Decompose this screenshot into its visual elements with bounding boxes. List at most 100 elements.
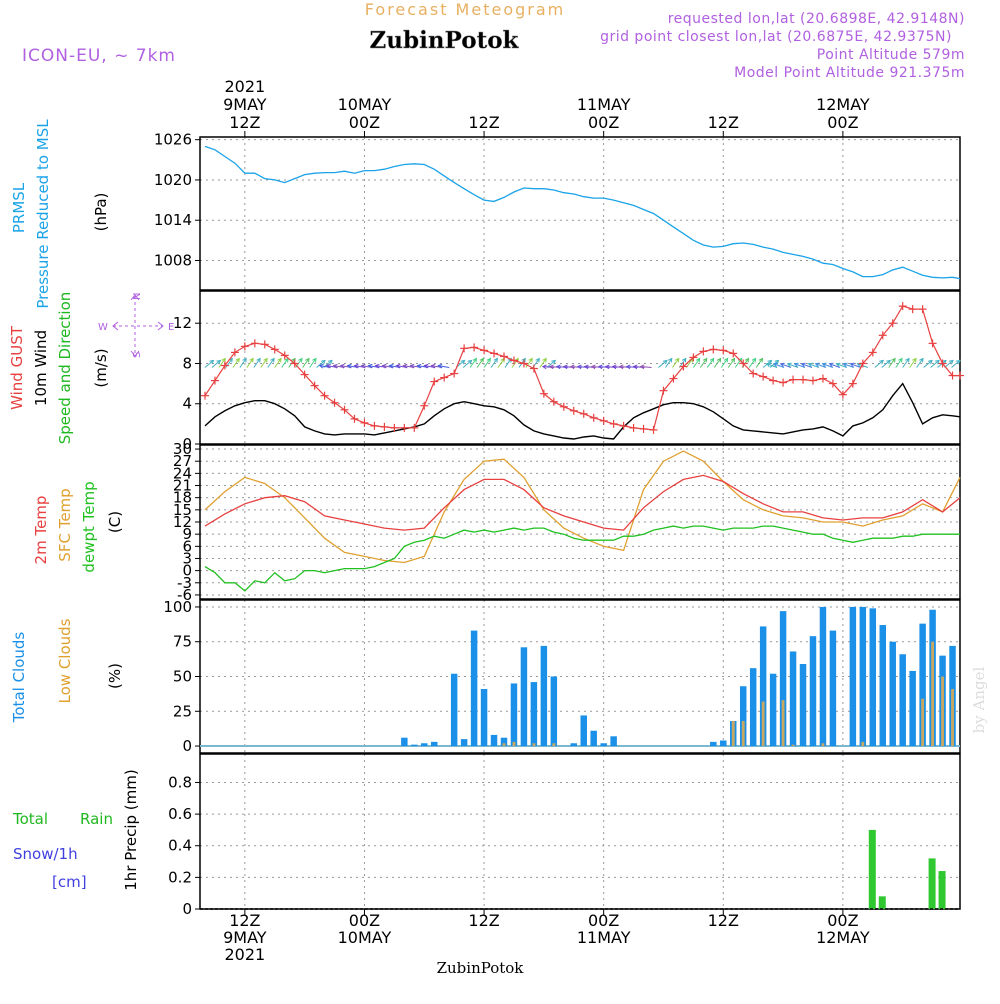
temperature-panel: 2m Temp SFC Temp dewpt Temp (C) [32,481,124,572]
total-clouds-bar [789,651,797,747]
total-clouds-bar [401,737,408,747]
wind-direction-arrow [253,358,261,368]
wind-direction-arrow [563,366,575,368]
temp-ytick-label: 3 [182,549,192,567]
bottom-time-label: 00Z [588,911,619,930]
wind-direction-arrow [787,363,799,368]
wind-arrow-head [542,357,547,363]
clouds-plot: 0 25 50 75 100 [163,598,961,755]
wind-direction-arrow [902,358,910,368]
wind-direction-arrow [542,366,554,368]
clouds-ytick-label: 75 [173,633,192,651]
total-clouds-bar [510,683,518,747]
wind-arrow-head [779,362,785,368]
wind-direction-arrow [916,358,924,368]
wind-direction-arrow [944,360,954,368]
wind-direction-arrow [274,358,282,368]
wind-arrow-head [346,363,352,369]
wind-direction-arrow [780,363,792,368]
wind-arrow-head [849,362,855,368]
wind-arrow-head [493,357,498,363]
wind-direction-arrow [525,358,533,368]
total-clouds-bar [490,734,498,747]
wind-arrow-head [332,363,338,369]
wind-arrow-head [221,357,226,363]
wind-arrow-head [891,357,896,363]
total-clouds-bar [909,670,916,747]
wind-arrow-head [800,362,806,368]
wind-arrow-head [681,357,687,363]
wind-arrow-head [835,362,841,368]
total-clouds-bar [919,623,926,747]
low-clouds-label: Low Clouds [56,618,74,703]
temp2m-label: 2m Temp [32,496,50,565]
precip-ytick-label: 0 [182,900,192,918]
rain-bar [868,829,876,909]
wind-direction-arrow [713,358,722,368]
clouds-ytick-label: 50 [173,668,192,686]
wind-arrow-head [583,364,589,370]
wind-arrow-head [388,363,394,369]
wind-panel: Wind GUST 10m Wind Speed and Direction (… [8,292,174,445]
wind-arrow-head [242,357,247,363]
wind-direction-arrow [570,366,582,368]
wind-arrow-head [716,357,722,363]
wind-direction-arrow [281,358,289,368]
pressure-ytick-label: 1020 [154,171,192,189]
wind-arrow-head [551,359,557,365]
plot-layer: 100810141020102604812-6-3036912151821242… [154,131,964,918]
pressure-ytick-label: 1014 [154,211,192,229]
wind-arrow-head [772,362,778,368]
wind-direction-arrow [706,358,715,368]
pressure-ytick-label: 1026 [154,131,192,149]
wind-arrow-head [562,364,568,370]
precip-frame [199,753,961,910]
wind-direction-arrow [720,358,729,368]
low-clouds-bar [921,698,925,747]
clouds-unit: (%) [106,663,124,689]
wind-direction-arrow [836,363,848,368]
wind-arrow-head [507,357,512,363]
wind-direction-arrow [801,363,813,368]
total-clouds-bar [799,663,807,747]
wind-arrow-head [423,363,429,369]
wind-arrow-head [395,363,401,369]
wind-arrow-head [842,362,848,368]
top-time-label: 9MAY [223,95,267,114]
wind-arrow-head [662,359,668,365]
requested-location: requested lon,lat (20.6898E, 42.9148N) [668,11,965,27]
wind-direction-arrow [204,360,214,368]
wind-arrow-head [604,364,610,370]
temp-ytick-label: 18 [173,489,192,507]
total-clouds-bar [500,737,508,747]
wind-arrow-head [758,357,764,363]
wind-arrow-head [744,357,750,363]
wind-arrow-head [955,359,961,365]
wind-arrow-head [321,359,326,365]
wind-arrow-head [381,363,387,369]
wind-direction-arrow [829,363,841,368]
low-clouds-bar [951,689,954,747]
pressure-line [204,145,961,280]
precip-ytick-label: 0.2 [168,868,192,886]
pressure-label: PRMSL [10,182,28,233]
wind-direction-arrow [490,358,498,368]
wind-direction-arrow [665,358,673,368]
wind-direction-arrow [619,366,631,368]
gust-label: Wind GUST [8,325,26,410]
bottom-time-label: 00Z [349,911,380,930]
bottom-time-label: 2021 [224,945,265,964]
wind-direction-arrow [895,358,903,368]
total-clouds-bar [739,686,747,747]
wind-arrow-head [597,364,603,370]
total-clouds-bar [859,606,867,747]
wind-arrow-head [828,362,834,368]
bottom-time-label: 12MAY [816,928,870,947]
wind-arrow-head [821,362,827,368]
temp-ytick-label: 27 [173,452,192,470]
top-time-label: 12Z [468,113,499,132]
chart-subtitle: Forecast Meteogram [365,0,565,19]
wind-arrow-head [541,364,547,370]
